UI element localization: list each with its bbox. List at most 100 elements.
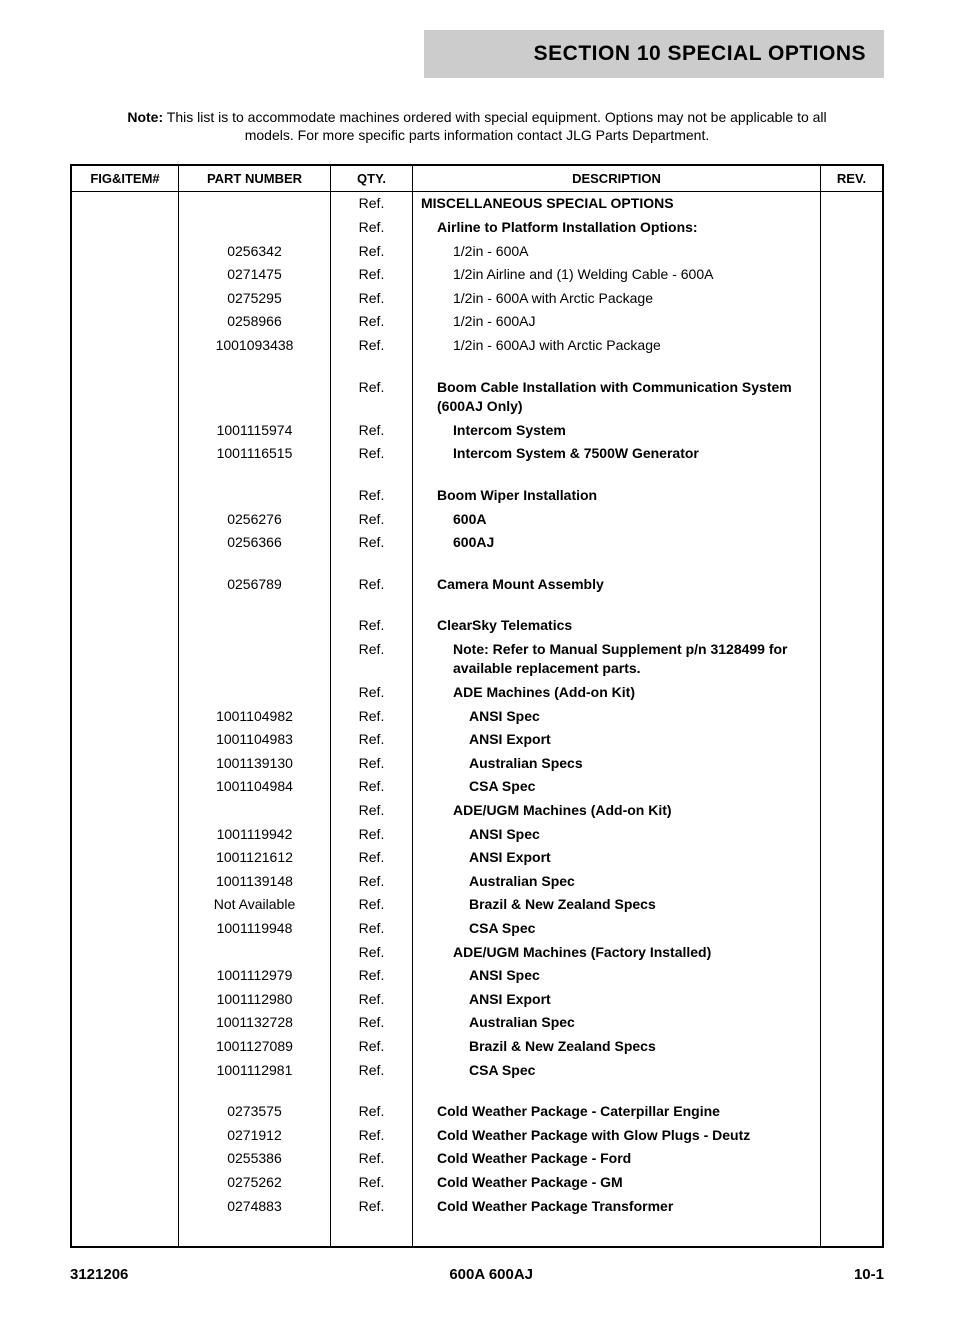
spacer-cell [71,555,179,573]
table-row: 0271475Ref.1/2in Airline and (1) Welding… [71,263,883,287]
cell-rev [821,941,884,965]
cell-desc: Cold Weather Package Transformer [413,1195,821,1248]
cell-rev [821,310,884,334]
cell-part: 1001139130 [179,752,331,776]
col-header-fig: FIG&ITEM# [71,165,179,192]
cell-qty: Ref. [331,799,413,823]
cell-desc: Intercom System & 7500W Generator [413,442,821,466]
cell-part: 1001112981 [179,1059,331,1083]
cell-qty: Ref. [331,846,413,870]
cell-rev [821,1035,884,1059]
cell-part: Not Available [179,893,331,917]
cell-desc: Boom Cable Installation with Communicati… [413,376,821,419]
spacer-cell [821,358,884,376]
cell-desc: MISCELLANEOUS SPECIAL OPTIONS [413,192,821,216]
parts-table-body: Ref.MISCELLANEOUS SPECIAL OPTIONSRef.Air… [71,192,883,1247]
spacer-cell [413,466,821,484]
cell-qty: Ref. [331,216,413,240]
table-row: 0255386Ref.Cold Weather Package - Ford [71,1147,883,1171]
table-row: 1001112979Ref.ANSI Spec [71,964,883,988]
cell-rev [821,1171,884,1195]
cell-desc: ANSI Export [413,846,821,870]
cell-qty: Ref. [331,310,413,334]
page-footer: 3121206 600A 600AJ 10-1 [70,1266,884,1283]
cell-fig [71,334,179,358]
cell-fig [71,681,179,705]
spacer-cell [179,1082,331,1100]
cell-rev [821,775,884,799]
cell-part: 1001115974 [179,419,331,443]
cell-fig [71,988,179,1012]
cell-qty: Ref. [331,419,413,443]
section-title-box: SECTION 10 SPECIAL OPTIONS [424,30,884,78]
cell-fig [71,964,179,988]
cell-fig [71,508,179,532]
spacer-cell [179,466,331,484]
table-row: 1001104984Ref.CSA Spec [71,775,883,799]
table-row: 1001112980Ref.ANSI Export [71,988,883,1012]
cell-fig [71,216,179,240]
spacer-cell [331,358,413,376]
cell-rev [821,614,884,638]
cell-fig [71,1100,179,1124]
table-row [71,596,883,614]
cell-qty: Ref. [331,1124,413,1148]
col-header-rev: REV. [821,165,884,192]
cell-desc: Cold Weather Package - Ford [413,1147,821,1171]
cell-part: 1001121612 [179,846,331,870]
cell-fig [71,192,179,216]
spacer-cell [179,358,331,376]
table-row: Ref.ADE/UGM Machines (Factory Installed) [71,941,883,965]
cell-desc: Airline to Platform Installation Options… [413,216,821,240]
cell-rev [821,799,884,823]
cell-part: 1001119948 [179,917,331,941]
cell-qty: Ref. [331,775,413,799]
cell-part: 1001119942 [179,823,331,847]
cell-desc: ANSI Spec [413,705,821,729]
cell-qty: Ref. [331,870,413,894]
table-row: 0275262Ref.Cold Weather Package - GM [71,1171,883,1195]
cell-desc: 600A [413,508,821,532]
cell-fig [71,799,179,823]
cell-desc: 1/2in - 600A [413,240,821,264]
cell-part [179,484,331,508]
cell-fig [71,419,179,443]
cell-fig [71,728,179,752]
note-block: Note: This list is to accommodate machin… [117,108,837,144]
table-row: 1001139130Ref.Australian Specs [71,752,883,776]
cell-desc: ANSI Spec [413,823,821,847]
cell-qty: Ref. [331,1195,413,1248]
cell-desc: Note: Refer to Manual Supplement p/n 312… [413,638,821,681]
page: SECTION 10 SPECIAL OPTIONS Note: This li… [0,0,954,1323]
cell-rev [821,240,884,264]
cell-fig [71,752,179,776]
cell-fig [71,1124,179,1148]
cell-rev [821,1147,884,1171]
cell-part [179,799,331,823]
cell-rev [821,419,884,443]
cell-qty: Ref. [331,988,413,1012]
cell-qty: Ref. [331,1171,413,1195]
cell-rev [821,752,884,776]
cell-desc: Brazil & New Zealand Specs [413,893,821,917]
table-row: 0271912Ref.Cold Weather Package with Glo… [71,1124,883,1148]
cell-qty: Ref. [331,263,413,287]
table-row: 0274883Ref.Cold Weather Package Transfor… [71,1195,883,1248]
cell-fig [71,638,179,681]
cell-part: 1001104984 [179,775,331,799]
cell-desc: Intercom System [413,419,821,443]
cell-part: 0274883 [179,1195,331,1248]
cell-part: 1001116515 [179,442,331,466]
cell-rev [821,263,884,287]
cell-part: 1001112979 [179,964,331,988]
table-row: Ref.Note: Refer to Manual Supplement p/n… [71,638,883,681]
footer-right: 10-1 [854,1266,884,1283]
table-row [71,555,883,573]
table-row: 1001112981Ref.CSA Spec [71,1059,883,1083]
cell-part: 1001127089 [179,1035,331,1059]
cell-rev [821,1059,884,1083]
cell-fig [71,531,179,555]
cell-fig [71,775,179,799]
footer-center: 600A 600AJ [449,1266,533,1283]
cell-rev [821,1195,884,1248]
